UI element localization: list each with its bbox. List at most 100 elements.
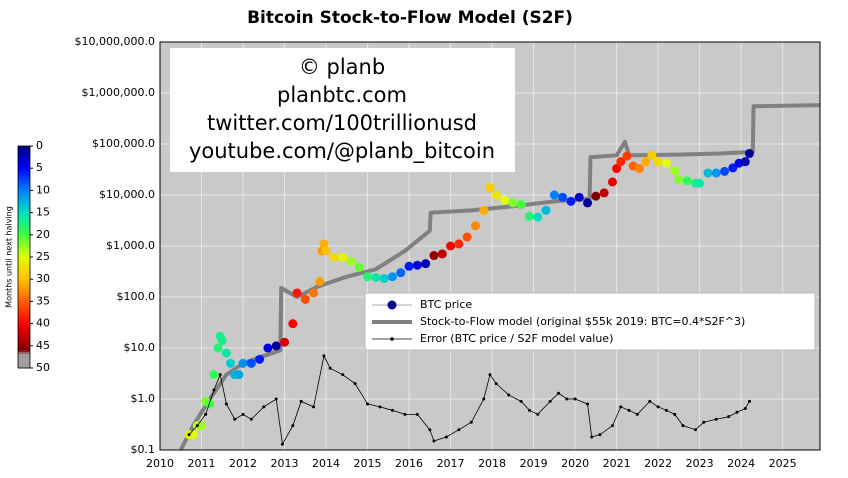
error-point bbox=[299, 399, 303, 403]
x-tick-label: 2023 bbox=[686, 457, 714, 470]
btc-price-point bbox=[728, 163, 738, 173]
colorbar-cell bbox=[18, 170, 30, 173]
colorbar-cell bbox=[18, 364, 30, 367]
error-point bbox=[494, 382, 498, 386]
btc-price-point bbox=[516, 200, 526, 210]
colorbar-cell bbox=[18, 188, 30, 191]
y-tick-label: $1,000.0 bbox=[106, 239, 155, 252]
colorbar-cell bbox=[18, 282, 30, 285]
colorbar-cell bbox=[18, 242, 30, 245]
colorbar-cell bbox=[18, 208, 30, 211]
colorbar-tick-label: 25 bbox=[36, 250, 50, 263]
x-tick-label: 2016 bbox=[395, 457, 423, 470]
btc-price-point bbox=[421, 259, 431, 269]
colorbar-cell bbox=[18, 340, 30, 343]
btc-price-point bbox=[661, 158, 671, 168]
error-point bbox=[656, 405, 660, 409]
error-point bbox=[212, 388, 216, 392]
colorbar-cell bbox=[18, 176, 30, 179]
colorbar-cell bbox=[18, 210, 30, 213]
colorbar-cell bbox=[18, 356, 30, 359]
error-point bbox=[714, 417, 718, 421]
colorbar-cell bbox=[18, 166, 30, 169]
x-tick-label: 2018 bbox=[478, 457, 506, 470]
colorbar-cell bbox=[18, 288, 30, 291]
colorbar-cell bbox=[18, 334, 30, 337]
error-point bbox=[681, 424, 685, 428]
colorbar-cell bbox=[18, 234, 30, 237]
y-tick-label: $0.1 bbox=[131, 443, 156, 456]
btc-price-point bbox=[599, 188, 609, 198]
btc-price-point bbox=[479, 205, 489, 215]
btc-price-point bbox=[462, 232, 472, 242]
colorbar-tick-label: 20 bbox=[36, 228, 50, 241]
error-point bbox=[341, 373, 345, 377]
error-point bbox=[536, 412, 540, 416]
btc-price-point bbox=[288, 319, 298, 329]
x-tick-label: 2015 bbox=[354, 457, 382, 470]
x-tick-label: 2010 bbox=[146, 457, 174, 470]
btc-price-point bbox=[321, 246, 331, 256]
btc-price-point bbox=[363, 272, 373, 282]
colorbar-cell bbox=[18, 266, 30, 269]
colorbar-cell bbox=[18, 256, 30, 259]
colorbar-tick-label: 0 bbox=[36, 139, 43, 152]
annotation-text: twitter.com/100trillionusd bbox=[207, 111, 477, 135]
btc-price-point bbox=[641, 157, 651, 167]
colorbar-cell bbox=[18, 186, 30, 189]
colorbar-cell bbox=[18, 354, 30, 357]
colorbar-cell bbox=[18, 262, 30, 265]
btc-price-point bbox=[226, 358, 236, 368]
error-point bbox=[556, 391, 560, 395]
btc-price-point bbox=[404, 261, 414, 271]
btc-price-point bbox=[612, 164, 622, 174]
error-point bbox=[664, 408, 668, 412]
colorbar-cell bbox=[18, 366, 30, 369]
colorbar-cell bbox=[18, 244, 30, 247]
btc-price-point bbox=[329, 252, 339, 262]
btc-price-point bbox=[354, 262, 364, 272]
error-point bbox=[573, 397, 577, 401]
btc-price-point bbox=[634, 164, 644, 174]
btc-price-point bbox=[541, 205, 551, 215]
colorbar-cell bbox=[18, 212, 30, 215]
colorbar-tick-label: 50 bbox=[36, 361, 50, 374]
colorbar-cell bbox=[18, 294, 30, 297]
error-point bbox=[249, 417, 253, 421]
colorbar-cell bbox=[18, 258, 30, 261]
btc-price-point bbox=[429, 251, 439, 261]
colorbar-cell bbox=[18, 260, 30, 263]
error-point bbox=[328, 366, 332, 370]
error-point bbox=[274, 397, 278, 401]
btc-price-point bbox=[558, 192, 568, 202]
colorbar-cell bbox=[18, 272, 30, 275]
colorbar-cell bbox=[18, 190, 30, 193]
error-point bbox=[586, 402, 590, 406]
btc-price-point bbox=[255, 354, 265, 364]
error-point bbox=[519, 399, 523, 403]
error-point bbox=[241, 412, 245, 416]
btc-price-point bbox=[695, 178, 705, 188]
x-tick-label: 2014 bbox=[312, 457, 340, 470]
x-tick-label: 2022 bbox=[644, 457, 672, 470]
colorbar-cell bbox=[18, 248, 30, 251]
colorbar-cell bbox=[18, 202, 30, 205]
colorbar-cell bbox=[18, 236, 30, 239]
btc-price-point bbox=[234, 370, 244, 380]
error-point bbox=[403, 412, 407, 416]
colorbar-cell bbox=[18, 148, 30, 151]
error-point bbox=[432, 439, 436, 443]
error-point bbox=[322, 354, 326, 358]
error-point bbox=[598, 433, 602, 437]
btc-price-point bbox=[338, 252, 348, 262]
colorbar-cell bbox=[18, 172, 30, 175]
btc-price-point bbox=[647, 150, 657, 160]
error-point bbox=[565, 397, 569, 401]
error-point bbox=[218, 373, 222, 377]
colorbar-cell bbox=[18, 184, 30, 187]
error-point bbox=[366, 402, 370, 406]
colorbar-cell bbox=[18, 162, 30, 165]
colorbar-cell bbox=[18, 342, 30, 345]
colorbar: 0 5 10 15 20 25 30 35 40 45 50 Months until next ha… bbox=[5, 139, 51, 374]
colorbar-cell bbox=[18, 292, 30, 295]
